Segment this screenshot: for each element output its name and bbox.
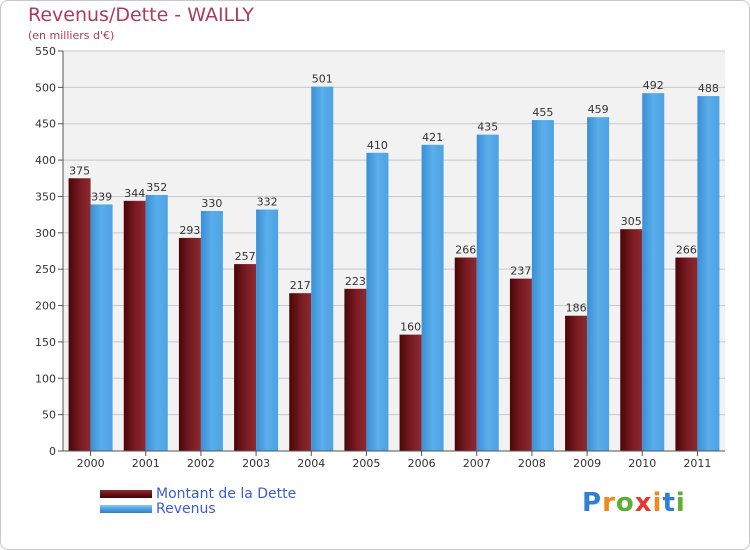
bar-revenus [587,117,610,451]
x-tick-label: 2007 [463,457,491,470]
x-tick-label: 2002 [187,457,215,470]
bar-dette [68,178,91,452]
chart-subtitle: (en milliers d'€) [28,29,115,42]
data-label: 257 [235,250,256,263]
y-tick-label: 400 [35,154,56,167]
x-tick-label: 2010 [628,457,656,470]
chart-title: Revenus/Dette - WAILLY [28,4,254,26]
x-tick-label: 2005 [352,457,380,470]
y-tick-label: 250 [35,263,56,276]
data-label: 435 [477,121,498,134]
data-label: 352 [146,181,167,194]
data-label: 375 [69,164,90,177]
data-label: 492 [643,79,664,92]
bar-dette [565,315,588,451]
data-label: 410 [367,139,388,152]
proxiti-logo: Proxiti [582,488,686,518]
bar-revenus [200,211,223,451]
data-label: 160 [400,321,421,334]
y-tick-label: 50 [42,409,56,422]
data-label: 339 [91,190,112,203]
bar-revenus [642,93,665,451]
bar-revenus [311,86,334,452]
data-label: 223 [345,275,366,288]
x-tick-label: 2004 [297,457,325,470]
data-label: 217 [290,279,311,292]
x-tick-label: 2011 [683,457,711,470]
bar-revenus [531,120,554,451]
logo-letter: o [615,488,635,518]
logo-letter: r [602,488,616,518]
y-tick-label: 150 [35,336,56,349]
x-tick-label: 2001 [132,457,160,470]
data-label: 186 [566,302,587,315]
legend-label-revenus: Revenus [156,501,216,517]
bar-dette [289,293,312,451]
legend-item-revenus: Revenus [100,501,216,517]
bar-dette [454,257,477,451]
bar-revenus [366,152,389,451]
data-label: 459 [588,103,609,116]
data-label: 266 [455,244,476,257]
bar-dette [344,288,367,451]
logo-letter: i [675,488,686,518]
axis-layer: 0 50 100 150 200 250 300 350 400 450 500 550 2000 200… [35,45,725,470]
y-tick-label: 450 [35,118,56,131]
bar-dette [675,257,698,451]
legend-swatch-dette [100,490,152,498]
bar-dette [399,334,422,451]
bar-dette [234,264,257,451]
y-tick-label: 0 [49,445,56,458]
bar-dette [123,200,146,451]
bar-revenus [145,195,168,451]
data-label: 488 [698,82,719,95]
data-label: 501 [312,73,333,86]
bar-revenus [476,134,499,452]
bar-dette [509,278,532,451]
bar-revenus [421,144,444,451]
bar-revenus [697,96,720,451]
x-tick-label: 2008 [518,457,546,470]
data-label: 237 [510,265,531,278]
logo-letter: i [652,488,663,518]
x-tick-label: 2006 [408,457,436,470]
logo-letter: x [634,488,653,518]
legend-label-dette: Montant de la Dette [156,486,297,502]
y-tick-label: 300 [35,227,56,240]
plot-area [63,51,725,451]
data-label: 344 [124,187,145,200]
bar-dette [178,237,201,451]
data-label: 421 [422,131,443,144]
data-label: 332 [257,196,278,209]
data-label: 455 [532,106,553,119]
data-label: 293 [179,224,200,237]
legend-item-dette: Montant de la Dette [100,486,296,502]
x-tick-label: 2000 [77,457,105,470]
legend-swatch-revenus [100,505,152,513]
bar-revenus [256,209,279,451]
y-tick-label: 550 [35,45,56,58]
logo-letter: t [662,488,676,518]
data-label: 305 [621,215,642,228]
y-tick-label: 500 [35,81,56,94]
x-tick-label: 2009 [573,457,601,470]
data-label: 330 [201,197,222,210]
bars-layer [68,86,720,452]
y-tick-label: 100 [35,372,56,385]
bar-revenus [90,204,113,451]
bar-dette [620,229,643,451]
y-tick-label: 350 [35,190,56,203]
x-tick-label: 2003 [242,457,270,470]
data-label: 266 [676,244,697,257]
grid-layer [63,50,725,452]
logo-letter: P [582,488,603,518]
y-tick-label: 200 [35,300,56,313]
